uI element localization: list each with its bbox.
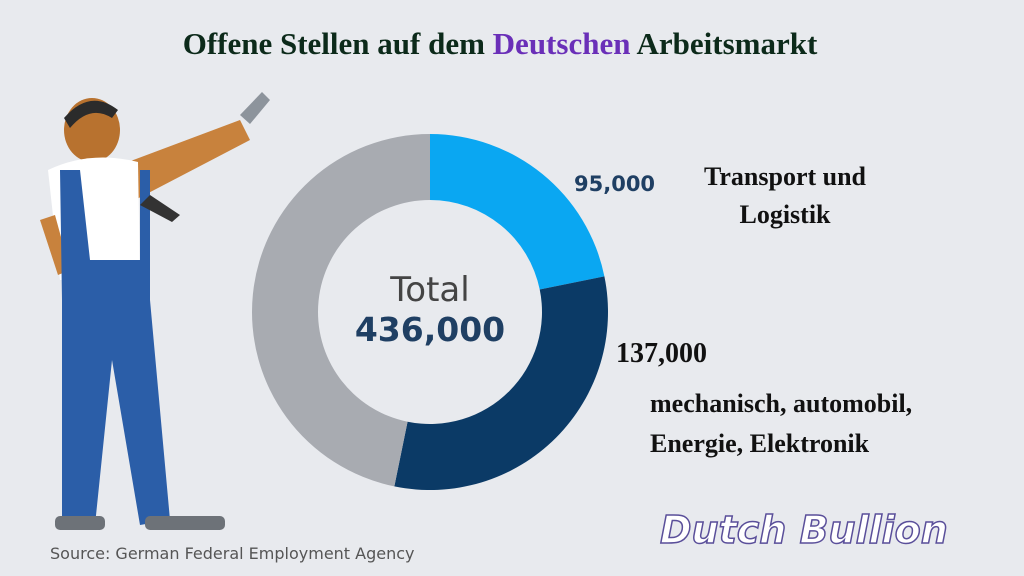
watermark: Dutch Bullion xyxy=(659,507,948,553)
center-label: Total xyxy=(390,270,470,310)
category-label: mechanisch, automobil, Energie, Elektron… xyxy=(650,389,913,458)
source: Source: German Federal Employment Agency xyxy=(50,544,415,563)
worker-illustration xyxy=(40,92,270,530)
donut-segment xyxy=(394,276,608,490)
chart-title: Offene Stellen auf dem Deutschen Arbeits… xyxy=(0,26,1000,62)
center-total: 436,000 xyxy=(354,310,506,349)
title-part: Offene Stellen auf dem xyxy=(182,26,485,61)
value-label: 95,000 xyxy=(574,172,656,196)
value-label: 137,000 xyxy=(616,338,707,369)
donut-segment xyxy=(430,134,605,290)
category-label: Transport und Logistik xyxy=(703,162,867,229)
donut-segment xyxy=(252,134,430,487)
title-part: Arbeitsmarkt xyxy=(636,26,818,61)
title-part: Deutschen xyxy=(492,26,631,61)
